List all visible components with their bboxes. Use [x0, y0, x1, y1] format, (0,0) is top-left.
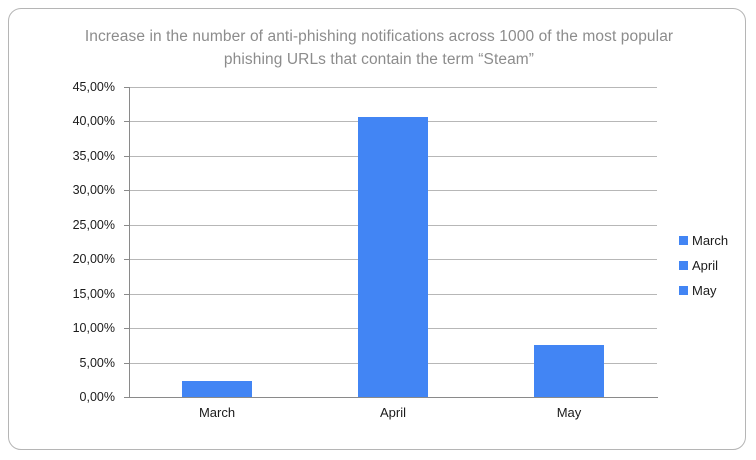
- legend-item-may[interactable]: May: [679, 278, 751, 303]
- y-axis-line: [129, 87, 130, 398]
- y-axis-tick-mark: [124, 121, 129, 123]
- legend-item-march[interactable]: March: [679, 228, 751, 253]
- y-axis-tick-mark: [124, 293, 129, 295]
- y-axis-tick-label: 45,00%: [72, 80, 115, 94]
- chart-legend: March April May: [679, 228, 751, 303]
- y-axis-tick-mark: [124, 87, 129, 88]
- y-axis-tick-label: 25,00%: [72, 217, 115, 232]
- y-axis-tick-labels: 45,00% 40,00% 35,00% 30,00% 25,00% 20,00% 15,0…: [49, 79, 115, 404]
- y-axis-tick-label: 40,00%: [72, 114, 115, 129]
- y-axis-tick-label: 20,00%: [72, 252, 115, 267]
- legend-swatch-icon: [679, 286, 688, 295]
- legend-swatch-icon: [679, 236, 688, 245]
- y-axis-tick-mark: [124, 190, 129, 192]
- y-axis-tick-mark: [124, 224, 129, 226]
- bar-may[interactable]: [534, 345, 604, 397]
- chart-title: Increase in the number of anti-phishing …: [84, 28, 674, 68]
- legend-label: March: [692, 233, 729, 248]
- legend-item-april[interactable]: April: [679, 253, 751, 278]
- legend-label: May: [692, 283, 717, 298]
- y-axis-tick-label: 0,00%: [79, 390, 115, 404]
- y-axis-tick-mark: [124, 259, 129, 261]
- legend-label: April: [692, 258, 719, 273]
- x-axis-tick-label: April: [379, 405, 406, 420]
- x-axis-line: [129, 397, 658, 398]
- bars-layer: [129, 79, 657, 397]
- y-axis-tick-label: 10,00%: [72, 321, 115, 336]
- y-axis-tick-mark: [124, 328, 129, 330]
- x-axis-tick-label: March: [198, 405, 236, 420]
- y-axis-tick-label: 35,00%: [72, 148, 115, 163]
- y-axis-tick-label: 15,00%: [72, 286, 115, 301]
- y-axis-tick-label: 5,00%: [79, 355, 115, 370]
- bar-march[interactable]: [182, 381, 252, 397]
- legend-swatch-icon: [679, 261, 688, 270]
- y-axis-tick-mark: [124, 397, 129, 398]
- x-axis-tick-label: May: [556, 405, 582, 420]
- y-axis-tick-mark: [124, 362, 129, 364]
- y-axis-tick-mark: [124, 155, 129, 157]
- y-axis-tick-label: 30,00%: [72, 183, 115, 198]
- bar-april[interactable]: [358, 117, 428, 397]
- chart-card: Increase in the number of anti-phishing …: [8, 8, 746, 450]
- gridline: [129, 87, 657, 88]
